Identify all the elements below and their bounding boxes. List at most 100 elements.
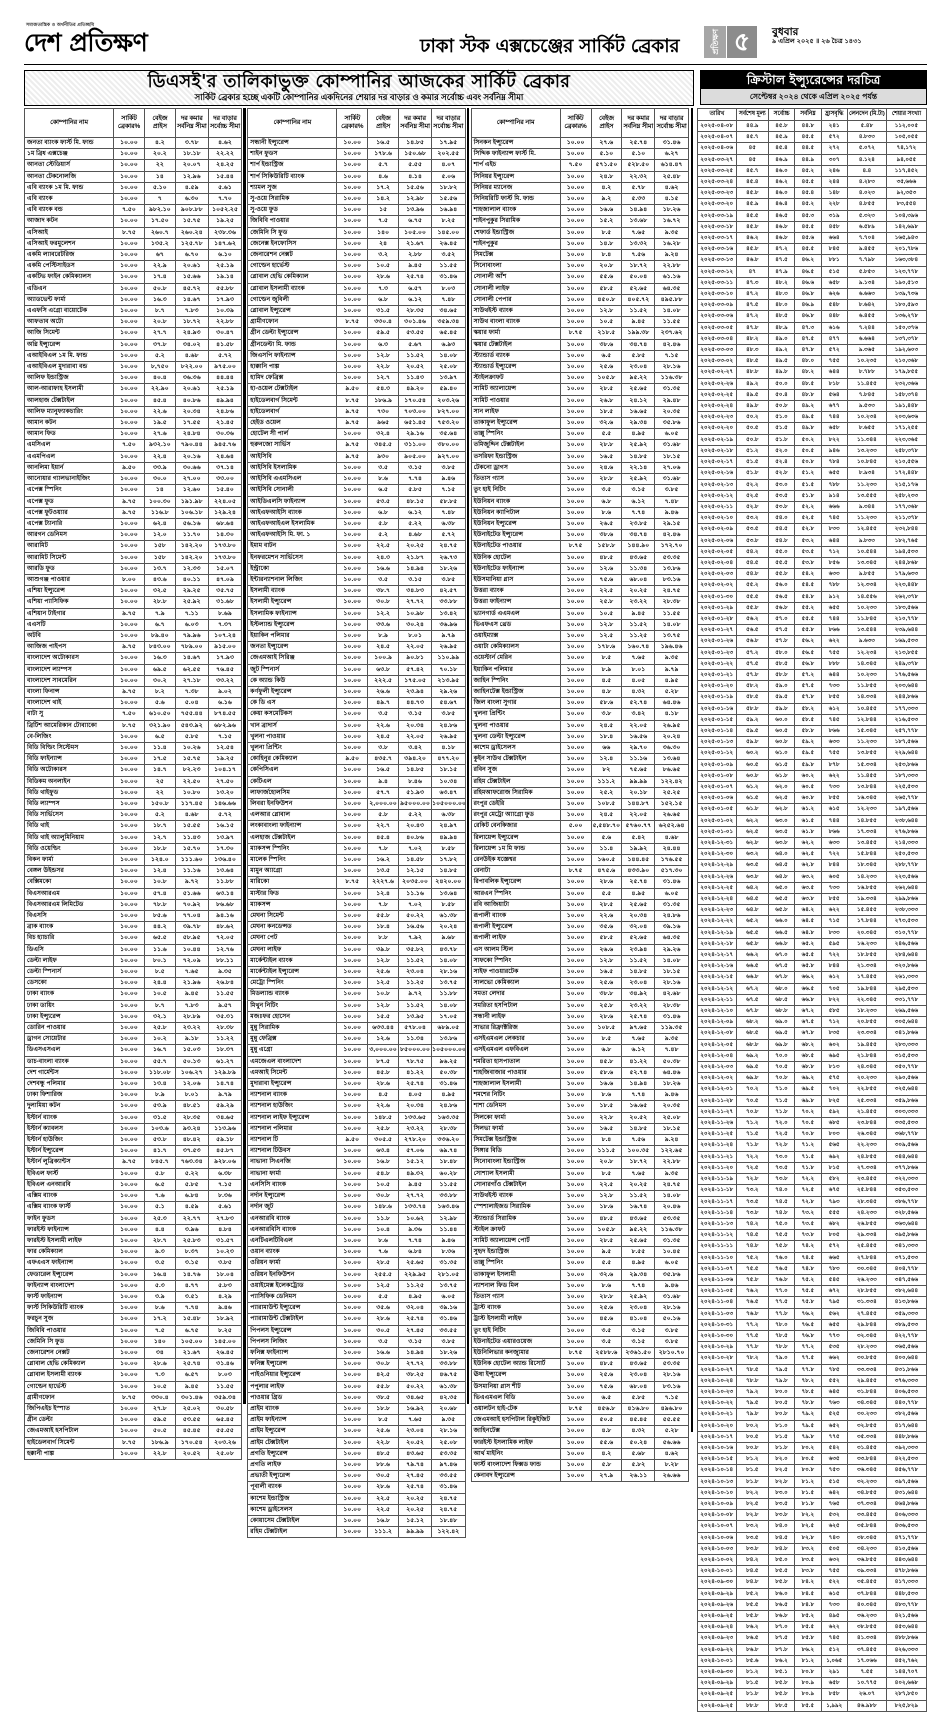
cell-base-price: ৮.৭ [143,305,176,318]
cell-turnover: ২৬.৩৪৫ [846,1128,887,1141]
cell-company-name: আল-আরাফাহ ইসলামী [23,383,115,396]
cell-share-count: ২৪৬,৫৬৬ [885,937,928,951]
cell-company-name: এশিয়া প্যাসিফিক [23,596,115,609]
cell-last-price: ৫৬.২ [735,612,769,626]
cell-high: ৭৮.৮ [767,1341,796,1354]
cell-turnover: ৩০.২৩৩ [846,1408,887,1421]
cell-lower-limit: ১১.২৫ [621,629,656,643]
cell-lower-limit: ৭.৮৩ [174,999,209,1012]
table-row: স্ট্যান্ডার্ড ইন্স্যুরেন্স ১০.০০ ২৫.৬ ২৩.০৪… [470,361,689,374]
table-row: এডিএন ১০.০০ ৫০.৮ ৪৫.৭২ ৫৫.৮৮ [23,282,243,295]
table-row: নাভানা ফার্মা ১০.০০ ৫৪.৮ ৪৯.৩২ ৬০.২৮ [247,1167,466,1180]
cell-circuit-breaker-pct: ১০.০০ [336,629,369,643]
cell-base-price: ৪৭৫.৬ [590,865,623,878]
cell-base-price: ৭৫.৬ [590,573,623,587]
cell-upper-limit: ১১.৫৫ [207,1380,243,1393]
cell-upper-limit: ১৮.১৫ [654,1122,689,1136]
cell-circuit-breaker-pct: ১০.০০ [336,786,369,799]
cell-last-price: ৪৯.২ [735,377,769,390]
cell-circuit-breaker-pct: ১০.০০ [559,1290,592,1304]
cell-base-price: ৬.৮ [367,506,400,519]
cell-base-price: ১০.৫ [590,607,623,620]
cell-last-price: ৮১.৮ [735,1475,769,1488]
cell-change: ৭৭৫ [820,1430,848,1443]
table-row: আইএফআইসি ব্যাংক ১০.০০ ৬.৮ ৬.১২ ৭.৪৮ [247,506,466,519]
cell-date: ২০২৫-০৪-০৭ [696,131,737,144]
cell-upper-limit: ৪২.৬৮ [654,988,689,1001]
cell-base-price: ৫৮.৬ [590,1066,623,1080]
table-row: কাশেম ইন্ডাস্ট্রিজ ১০.০০ ২২.৫ ২০.২৫ ২৪.৭৫ [247,1492,466,1505]
cell-base-price: ২,০০০.০০ [367,797,400,811]
cell-base-price: ১১৮.০৮ [143,1066,176,1080]
cell-base-price: ১৬০.৫ [590,853,623,867]
cell-circuit-breaker-pct: ১০.০০ [559,1458,592,1472]
cell-share-count: ২৩৮,৬৪৪ [885,814,928,827]
cell-lower-limit: ২০.২৫ [621,1178,656,1192]
cell-upper-limit: ২২.৮৮ [654,1156,689,1169]
cell-change: ৭৫৫ [820,646,848,659]
cell-circuit-breaker-pct: ১০.০০ [113,1358,145,1371]
cell-company-name: মেঘনা কনডেন্সড [247,921,338,934]
cell-lower-limit: ৮২.২৩ [174,764,209,777]
cell-company-name: এনআরবি ব্যাংক [247,1212,338,1225]
cell-company-name: প্রভাতী ইন্স্যুরেন্স [247,1470,338,1483]
cell-upper-limit: ৯.৪৬ [654,506,689,519]
cell-lower-limit: ১৪.৬৭ [174,293,209,307]
cell-base-price: ৫.৬ [143,697,176,710]
cell-circuit-breaker-pct: ১০.০০ [559,753,592,766]
cell-company-name: ন্যাশনাল লাইফ ইন্স্যুরেন্স [247,1111,338,1124]
cell-lower-limit: ৮.৩৭ [174,1246,209,1259]
cell-circuit-breaker-pct: ১০.০০ [336,910,369,923]
cell-lower-limit: ৩৪.৭৪ [621,338,656,351]
cell-last-price: ৭৭.৮ [735,1341,769,1354]
cell-circuit-breaker-pct: ১০.০০ [559,305,592,318]
cell-low: ৬৯.৮ [794,1094,822,1107]
cell-high: ৪৬.৪ [767,198,796,211]
cell-lower-limit: ২২.১৪ [621,461,656,475]
cell-circuit-breaker-pct: ১০.০০ [336,1089,369,1102]
cell-base-price: ১৬.৫ [590,450,623,463]
cell-share-count: ৩২০,৮৬৬ [885,960,928,973]
cell-upper-limit: ৯.৪৬ [654,1279,689,1292]
cell-company-name: ওয়ালটন হাই-টেক [470,1402,561,1416]
cell-low: ৬৭.৮ [794,1027,822,1040]
cell-company-name: গ্রামীণফোন [23,1391,115,1404]
newspaper-brand: সমাজতান্ত্রিক ও অর্থনীতির প্রতিচ্ছবি দেশ… [24,22,234,55]
cell-last-price: ৭০.৫ [735,1094,769,1107]
cell-change: ৬৩৫ [820,1453,848,1466]
cell-company-name: ইস্টার্ন ব্যাংক [23,1111,115,1124]
publication-logo: প্রতিক্ষণ ৫ [704,26,757,58]
cell-circuit-breaker-pct: ১০.০০ [336,865,369,878]
cell-share-count: ২৮৪,৬৪৪ [885,949,928,962]
cell-lower-limit: ১১.৫২ [621,305,656,318]
cell-upper-limit: ৯.৭৯ [654,663,689,676]
cell-base-price: ৮.৮ [367,932,400,945]
cell-last-price: ৪৫.৮ [735,243,769,256]
cell-company-name: শ্যামল সুজ [247,181,338,195]
cell-company-name: স্কয়ার টেক্সটাইল [470,338,561,351]
cell-upper-limit: ৬.০৫ [654,887,689,900]
cell-change: ৯৪৬ [820,444,848,458]
cell-circuit-breaker-pct: ১০.০০ [559,663,592,676]
cell-lower-limit: ১১.১৬ [398,887,433,900]
table-row: ব্রাক ব্যাংক ১০.০০ ৪৪.২ ৩৯.৭৮ ৪৮.৬২ [23,921,243,934]
cell-circuit-breaker-pct: ৯.৫০ [336,383,369,396]
cell-circuit-breaker-pct: ১০.০০ [113,786,145,799]
table-row: সামিট অ্যালায়েন্স ১০.০০ ২৮.৫ ২৫.৬৫ ৩১.৩৫ [470,383,689,396]
cell-date: ২০২৫-০২-২৭ [696,366,737,379]
cell-upper-limit: ৯৪৫.৭৬ [207,439,243,452]
cell-turnover: ৩৩.৮৪৪ [846,1453,887,1466]
cell-company-name: তিতাস গ্যাস [470,1290,561,1304]
table-row: মেঘনা লাইফ ১০.০০ ৩৯.৮ ৩৫.৮২ ৪৩.৭৮ [247,943,466,956]
cell-low: ৫৬.২ [794,635,822,648]
cell-lower-limit: ৫৭৬০.৭৭ [621,820,656,833]
cell-share-count: ৪০২,৬৬৮ [885,1677,928,1690]
table-row: শাইন ফুডস ১০.০০ ১৭৮.৬ ১৫০.৬৮ ২০২.৫৫ [247,148,466,161]
table-row: সোনালী পেপার ১০.০০ ৪৫০.৮ ৪০৫.৭২ ৪৯৫.৮৮ [470,293,689,307]
cell-lower-limit: ১৮.৭২ [174,316,209,329]
cell-date: ২০২৫-০৩-১২ [696,265,737,278]
cell-high: ৫৩.৫ [767,489,796,502]
cell-turnover: ১১.২৩৩ [846,512,887,525]
cell-upper-limit: ১৭.৯৩ [207,293,243,307]
cell-high: ৪৬.৯ [767,153,796,166]
